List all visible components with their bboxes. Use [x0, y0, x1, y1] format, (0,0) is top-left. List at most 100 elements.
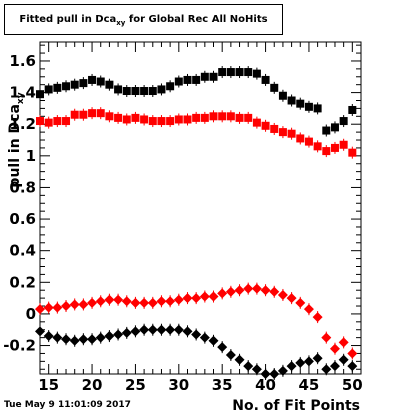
series-1-marker [313, 142, 322, 151]
series-3-marker [208, 335, 219, 346]
series-3-marker [69, 335, 80, 346]
series-1-marker [322, 147, 331, 156]
x-tick-label: 50 [342, 376, 363, 394]
series-3-marker [243, 361, 254, 372]
y-tick-label: 1.4 [9, 84, 36, 102]
series-1-marker [140, 115, 149, 124]
series-3-marker [61, 334, 72, 345]
series-3-marker [286, 361, 297, 372]
series-0-marker [44, 85, 53, 94]
series-1-marker [244, 113, 253, 122]
series-3-marker [165, 324, 176, 335]
series-2-marker [104, 294, 115, 305]
axes: 15 20 25 30 35 40 45 50 -0.2 0 0.2 0.4 0.6 0.8 1 1.2 1.4… [3, 41, 363, 394]
y-tick-label: 0.4 [9, 242, 36, 260]
series-2-marker [295, 297, 306, 308]
y-label-main: pull in Dca [7, 104, 23, 187]
y-tick-label: 0 [26, 305, 36, 323]
y-tick-label: -0.2 [3, 337, 36, 355]
series-2-marker [243, 283, 254, 294]
series-1-marker [348, 148, 357, 157]
series-0-marker [36, 90, 44, 99]
y-tick-label: 0.2 [9, 273, 36, 291]
series-2-marker [173, 294, 184, 305]
series-2-marker [277, 289, 288, 300]
title-subscript: xy [116, 19, 126, 27]
series-0-marker [313, 104, 322, 113]
series-1-marker [44, 118, 53, 127]
series-2-marker [329, 343, 340, 354]
series-3-marker [139, 324, 150, 335]
series-0-marker [148, 87, 157, 96]
series-1-marker [79, 110, 88, 119]
series-1-marker [148, 117, 157, 126]
series-3-marker [78, 334, 89, 345]
series-0-marker [105, 80, 114, 89]
series-0-marker [53, 83, 62, 92]
data-markers [35, 66, 358, 380]
series-1-marker [157, 117, 166, 126]
series-3-marker [130, 326, 141, 337]
series-2-marker [121, 296, 132, 307]
series-3-marker [303, 356, 314, 367]
series-2-marker [199, 291, 210, 302]
series-2-marker [269, 286, 280, 297]
series-0-marker [122, 87, 131, 96]
series-1-marker [174, 115, 183, 124]
series-0-marker [244, 68, 253, 77]
series-0-marker [330, 123, 339, 132]
series-1-marker [96, 109, 105, 118]
series-1-marker [330, 143, 339, 152]
series-2-marker [191, 293, 202, 304]
title-suffix: for Global Rec All NoHits [125, 14, 268, 25]
series-0-marker [287, 96, 296, 105]
series-3-marker [104, 331, 115, 342]
series-2-marker [347, 348, 358, 359]
x-tick-label: 45 [299, 376, 320, 394]
series-0-marker [348, 105, 357, 114]
series-3-marker [312, 353, 323, 364]
series-3-marker [52, 332, 63, 343]
series-1-marker [70, 110, 79, 119]
series-2-marker [139, 297, 150, 308]
series-0-marker [278, 91, 287, 100]
series-2-marker [52, 302, 63, 313]
series-1-marker [235, 113, 244, 122]
y-axis-label: pull in Dcaxy [7, 92, 26, 187]
series-1-marker [36, 117, 44, 126]
x-tick-label: 40 [255, 376, 276, 394]
series-0-marker [339, 117, 348, 126]
x-tick-label: 20 [82, 376, 103, 394]
series-3-marker [277, 365, 288, 376]
timestamp: Tue May 9 11:01:09 2017 [4, 400, 131, 410]
series-2-marker [78, 299, 89, 310]
series-0-marker [209, 72, 218, 81]
series-2-marker [260, 285, 271, 296]
series-1-marker [114, 113, 123, 122]
series-1-marker [131, 113, 140, 122]
x-axis-label: No. of Fit Points [232, 398, 360, 414]
x-tick-label: 25 [125, 376, 146, 394]
series-2-marker [43, 302, 54, 313]
series-1-marker [105, 112, 114, 121]
series-1-marker [270, 124, 279, 133]
series-0-marker [192, 75, 201, 84]
title-prefix: Fitted pull in Dca [19, 14, 117, 25]
series-1-marker [304, 137, 313, 146]
series-2-marker [251, 283, 262, 294]
y-tick-label: 0.8 [9, 178, 36, 196]
series-0-marker [218, 68, 227, 77]
series-2-marker [87, 297, 98, 308]
series-0-marker [200, 72, 209, 81]
series-3-marker [225, 350, 236, 361]
series-3-marker [182, 326, 193, 337]
x-tick-label: 15 [38, 376, 59, 394]
y-tick-label: 1.6 [9, 52, 36, 70]
series-0-marker [322, 126, 331, 135]
series-1-marker [122, 115, 131, 124]
series-1-marker [261, 121, 270, 130]
series-2-marker [61, 301, 72, 312]
series-0-marker [183, 75, 192, 84]
series-3-marker [234, 354, 245, 365]
